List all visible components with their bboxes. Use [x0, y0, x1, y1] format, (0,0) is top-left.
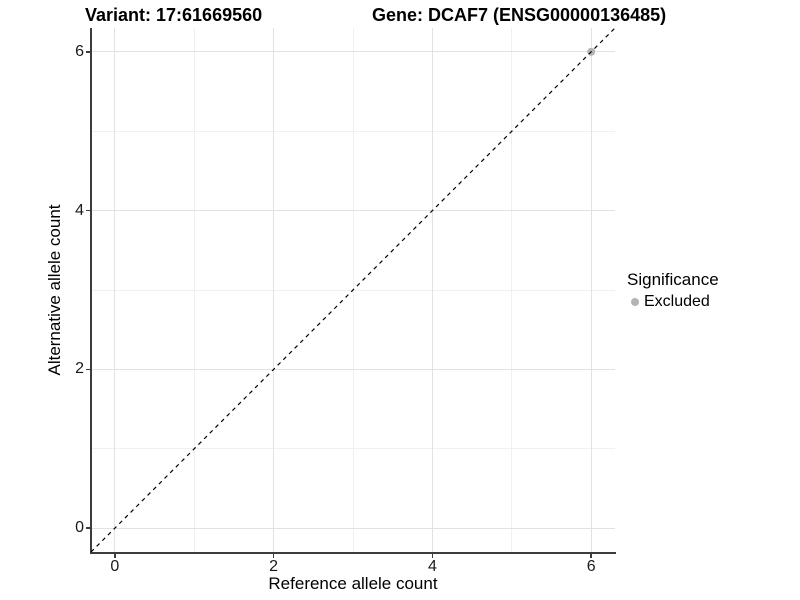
x-gridline-major — [590, 28, 592, 552]
plot-title-variant: Variant: 17:61669560 — [85, 5, 263, 25]
y-tick-label: 0 — [75, 519, 84, 537]
x-tick-label: 6 — [586, 558, 596, 575]
x-tick-label: 4 — [427, 558, 437, 575]
plot-panel — [91, 28, 615, 552]
y-tick-mark — [86, 209, 90, 212]
y-tick-mark — [86, 527, 90, 529]
excluded-point-icon — [631, 298, 639, 306]
x-gridline-major — [273, 28, 275, 552]
plot-title-gene: Gene: DCAF7 (ENSG00000136485) — [372, 5, 667, 25]
legend-entry-label: Excluded — [644, 293, 710, 310]
x-tick-mark — [431, 554, 434, 558]
legend: Significance Excluded — [627, 270, 719, 311]
x-axis-line — [90, 552, 616, 554]
x-tick-label: 0 — [110, 558, 120, 575]
y-gridline-major — [91, 210, 615, 212]
x-axis-title: Reference allele count — [268, 574, 438, 593]
y-gridline-major — [91, 527, 615, 529]
y-gridline-minor — [91, 448, 615, 450]
y-gridline-minor — [91, 289, 615, 291]
y-gridline-major — [91, 368, 615, 370]
x-tick-mark — [272, 554, 275, 558]
x-tick-label: 2 — [269, 558, 279, 575]
y-tick-mark — [86, 51, 90, 53]
y-gridline-major — [91, 51, 615, 53]
y-tick-label: 6 — [75, 42, 84, 60]
y-tick-label: 4 — [75, 201, 84, 219]
x-gridline-major — [431, 28, 433, 552]
legend-title: Significance — [627, 270, 719, 289]
legend-entry-excluded: Excluded — [631, 293, 719, 311]
y-axis-title: Alternative allele count — [45, 204, 64, 376]
y-gridline-minor — [91, 130, 615, 132]
x-tick-mark — [590, 554, 592, 558]
y-tick-mark — [86, 368, 90, 371]
x-gridline-major — [114, 28, 116, 552]
x-tick-mark — [114, 554, 116, 558]
y-axis-line — [90, 28, 92, 552]
y-tick-label: 2 — [75, 360, 84, 378]
